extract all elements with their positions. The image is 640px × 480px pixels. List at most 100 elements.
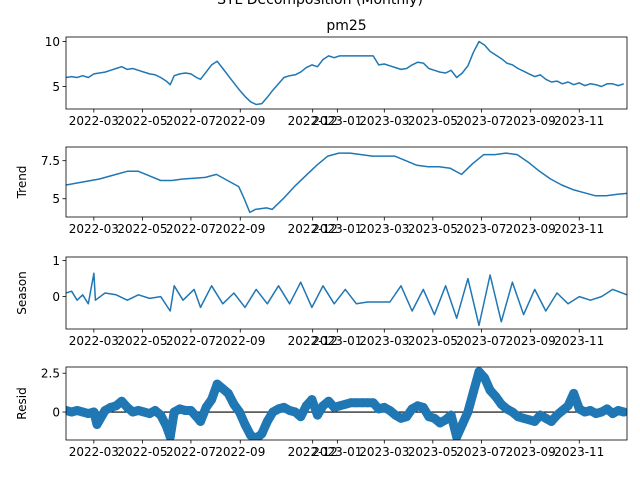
- resid-point-37: [262, 416, 272, 426]
- ytick-label-observed-1: 10: [45, 35, 60, 49]
- resid-point-101: [619, 407, 627, 417]
- xtick-label-trend-9: 2023-09: [506, 222, 556, 236]
- resid-point-88: [546, 416, 556, 426]
- resid-point-65: [418, 402, 428, 412]
- resid-point-77: [485, 385, 495, 395]
- xtick-label-season-4: 2022-12: [288, 334, 338, 348]
- resid-point-46: [313, 410, 322, 420]
- xtick-label-trend-1: 2022-05: [117, 222, 167, 236]
- resid-point-45: [307, 395, 317, 405]
- xtick-label-observed-4: 2022-12: [288, 114, 338, 128]
- xtick-label-season-6: 2023-03: [359, 334, 409, 348]
- xtick-label-season-8: 2023-07: [456, 334, 506, 348]
- axes-frame-trend: [65, 146, 628, 218]
- series-line-observed: [66, 40, 625, 106]
- xtick-label-resid-6: 2023-03: [359, 445, 409, 459]
- xtick-label-trend-0: 2022-03: [69, 222, 119, 236]
- data-trend: [66, 152, 627, 214]
- ytick-label-trend-0: 5: [52, 192, 60, 206]
- resid-point-75: [474, 367, 484, 377]
- ytick-label-observed-0: 5: [52, 80, 60, 94]
- resid-point-33: [240, 420, 250, 429]
- xtick-label-season-2: 2022-07: [166, 334, 216, 348]
- axes-frame-resid: [65, 366, 628, 441]
- xtick-label-resid-3: 2022-09: [215, 445, 265, 459]
- resid-point-18: [161, 421, 171, 431]
- xtick-label-season-7: 2023-05: [408, 334, 458, 348]
- resid-point-32: [235, 407, 244, 417]
- resid-point-17: [156, 410, 166, 420]
- ytick-label-resid-0: 0: [52, 405, 60, 419]
- resid-point-36: [257, 429, 267, 439]
- resid-point-31: [229, 399, 239, 409]
- resid-point-25: [196, 416, 205, 426]
- resid-point-74: [468, 387, 478, 397]
- ytick-label-season-0: 0: [52, 290, 60, 304]
- resid-point-72: [457, 420, 467, 429]
- resid-point-44: [301, 401, 311, 411]
- xtick-label-season-3: 2022-09: [215, 334, 265, 348]
- xtick-label-trend-2: 2022-07: [166, 222, 216, 236]
- resid-point-91: [563, 401, 573, 411]
- xtick-label-season-1: 2022-05: [117, 334, 167, 348]
- resid-point-30: [223, 388, 233, 398]
- xtick-label-trend-4: 2022-12: [288, 222, 338, 236]
- xtick-label-season-9: 2023-09: [506, 334, 556, 348]
- resid-point-48: [324, 396, 334, 406]
- xtick-label-observed-10: 2023-11: [554, 114, 604, 128]
- axes-frame-observed: [65, 36, 628, 110]
- resid-point-43: [296, 412, 306, 422]
- ytick-label-trend-1: 7.5: [41, 154, 60, 168]
- data-season: [66, 272, 627, 327]
- xtick-label-observed-5: 2023-01: [312, 114, 362, 128]
- xtick-label-trend-7: 2023-05: [408, 222, 458, 236]
- xtick-label-resid-7: 2023-05: [408, 445, 458, 459]
- resid-point-10: [117, 396, 127, 406]
- panel-title-observed: pm25: [326, 18, 366, 34]
- resid-point-73: [463, 407, 473, 417]
- axes-frame-season: [65, 256, 628, 330]
- xtick-label-resid-9: 2023-09: [506, 445, 556, 459]
- xtick-label-observed-8: 2023-07: [456, 114, 506, 128]
- xtick-label-observed-3: 2022-09: [215, 114, 265, 128]
- xtick-label-trend-10: 2023-11: [554, 222, 604, 236]
- resid-point-62: [402, 412, 412, 422]
- xtick-label-season-5: 2023-01: [312, 334, 362, 348]
- resid-point-23: [186, 406, 196, 415]
- xtick-label-resid-0: 2022-03: [69, 445, 119, 459]
- resid-point-85: [530, 416, 540, 426]
- xtick-label-observed-9: 2023-09: [506, 114, 556, 128]
- resid-point-56: [368, 398, 378, 408]
- resid-point-78: [491, 392, 501, 401]
- xtick-label-observed-1: 2022-05: [117, 114, 167, 128]
- series-line-season: [66, 272, 627, 327]
- xtick-label-resid-2: 2022-07: [166, 445, 216, 459]
- xtick-label-trend-8: 2023-07: [456, 222, 506, 236]
- xtick-label-resid-10: 2023-11: [554, 445, 604, 459]
- resid-point-5: [89, 407, 99, 417]
- ylabel-trend: Trend: [15, 166, 29, 200]
- xtick-label-resid-8: 2023-07: [456, 445, 506, 459]
- xtick-label-trend-5: 2023-01: [312, 222, 362, 236]
- xtick-label-observed-7: 2023-05: [408, 114, 458, 128]
- resid-point-70: [446, 410, 456, 420]
- resid-point-71: [452, 432, 462, 440]
- resid-point-27: [207, 395, 217, 405]
- resid-point-19: [165, 432, 175, 440]
- xtick-label-trend-6: 2023-03: [359, 222, 409, 236]
- ytick-label-season-1: 1: [52, 254, 60, 268]
- xtick-label-trend-3: 2022-09: [215, 222, 265, 236]
- data-resid: [66, 367, 627, 440]
- series-line-trend: [66, 152, 627, 214]
- data-observed: [66, 40, 625, 106]
- resid-point-92: [569, 388, 579, 398]
- xtick-label-resid-4: 2022-12: [288, 445, 338, 459]
- ylabel-season: Season: [15, 271, 29, 315]
- xtick-label-resid-5: 2023-01: [312, 445, 362, 459]
- xtick-label-observed-2: 2022-07: [166, 114, 216, 128]
